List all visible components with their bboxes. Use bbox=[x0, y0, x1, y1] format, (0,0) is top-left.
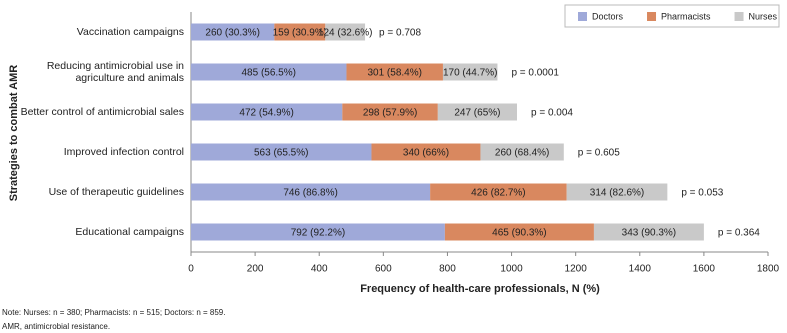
value-label: 124 (32.6%) bbox=[318, 28, 372, 39]
bar-segment bbox=[191, 103, 343, 121]
value-label: 314 (82.6%) bbox=[590, 188, 644, 199]
p-value: p = 0.605 bbox=[578, 148, 620, 159]
p-value: p = 0.0001 bbox=[511, 68, 559, 79]
legend-swatch bbox=[578, 12, 587, 21]
value-label: 426 (82.7%) bbox=[471, 188, 525, 199]
value-label: 247 (65%) bbox=[454, 108, 500, 119]
bar-segment bbox=[191, 63, 347, 81]
bar-segment bbox=[371, 143, 481, 161]
x-axis-title: Frequency of health-care professionals, … bbox=[360, 283, 600, 295]
legend-swatch bbox=[647, 12, 657, 21]
value-label: 298 (57.9%) bbox=[363, 108, 417, 119]
y-tick-label: Use of therapeutic guidelines bbox=[48, 186, 184, 198]
bar-segment bbox=[346, 63, 443, 81]
bar-segment bbox=[430, 183, 567, 201]
bar-segment bbox=[325, 23, 366, 41]
note: Note: Nurses: n = 380; Pharmacists: n = … bbox=[2, 308, 225, 317]
bar-segment bbox=[444, 223, 594, 241]
bar-segment bbox=[442, 63, 498, 81]
x-tick-label: 400 bbox=[311, 264, 328, 275]
bar-segment bbox=[191, 23, 275, 41]
value-label: 159 (30.9%) bbox=[273, 28, 327, 39]
x-tick-label: 1600 bbox=[693, 264, 716, 275]
note: AMR, antimicrobial resistance. bbox=[2, 322, 110, 331]
legend-swatch bbox=[734, 12, 744, 21]
p-value: p = 0.053 bbox=[681, 188, 723, 199]
value-label: 472 (54.9%) bbox=[239, 108, 293, 119]
x-tick-label: 1000 bbox=[500, 264, 523, 275]
value-label: 170 (44.7%) bbox=[443, 68, 497, 79]
x-tick-label: 600 bbox=[375, 264, 392, 275]
y-tick-label: Vaccination campaigns bbox=[76, 26, 184, 38]
p-value: p = 0.004 bbox=[531, 108, 573, 119]
x-tick-label: 1800 bbox=[757, 264, 780, 275]
y-tick-label: Improved infection control bbox=[63, 146, 184, 158]
value-label: 260 (68.4%) bbox=[495, 148, 549, 159]
legend-box bbox=[564, 4, 780, 28]
bar-segment bbox=[191, 223, 445, 241]
y-tick-label: Better control of antimicrobial sales bbox=[20, 106, 184, 118]
value-label: 792 (92.2%) bbox=[291, 228, 345, 239]
value-label: 340 (66%) bbox=[403, 148, 449, 159]
x-tick-label: 1200 bbox=[565, 264, 588, 275]
bar-segment bbox=[593, 223, 704, 241]
x-tick-label: 1400 bbox=[629, 264, 652, 275]
value-label: 465 (90.3%) bbox=[492, 228, 546, 239]
p-value: p = 0.364 bbox=[718, 228, 760, 239]
x-tick-label: 0 bbox=[188, 264, 194, 275]
bar-segment bbox=[191, 183, 431, 201]
value-label: 563 (65.5%) bbox=[254, 148, 308, 159]
y-tick-label: Reducing antimicrobial use in agricultur… bbox=[46, 60, 184, 84]
legend-label: Pharmacists bbox=[661, 11, 711, 21]
value-label: 301 (58.4%) bbox=[367, 68, 421, 79]
bar-segment bbox=[274, 23, 326, 41]
legend-label: Doctors bbox=[592, 11, 624, 21]
bar-segment bbox=[191, 143, 372, 161]
bar-segment bbox=[342, 103, 438, 121]
value-label: 343 (90.3%) bbox=[622, 228, 676, 239]
bar-segment bbox=[566, 183, 668, 201]
value-label: 746 (86.8%) bbox=[283, 188, 337, 199]
legend-label: Nurses bbox=[749, 11, 778, 21]
x-tick-label: 800 bbox=[439, 264, 456, 275]
value-label: 485 (56.5%) bbox=[241, 68, 295, 79]
x-tick-label: 200 bbox=[247, 264, 264, 275]
bar-segment bbox=[480, 143, 564, 161]
y-axis-title: Strategies to combat AMR bbox=[8, 65, 20, 202]
y-tick-label: Educational campaigns bbox=[75, 226, 184, 238]
value-label: 260 (30.3%) bbox=[205, 28, 259, 39]
p-value: p = 0.708 bbox=[379, 28, 421, 39]
bar-segment bbox=[437, 103, 518, 121]
